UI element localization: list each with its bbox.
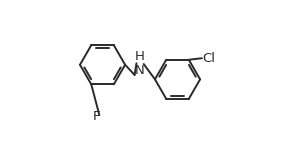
Text: F: F [93, 110, 100, 123]
Text: Cl: Cl [203, 52, 216, 65]
Text: H: H [135, 50, 145, 63]
Text: N: N [135, 64, 145, 77]
